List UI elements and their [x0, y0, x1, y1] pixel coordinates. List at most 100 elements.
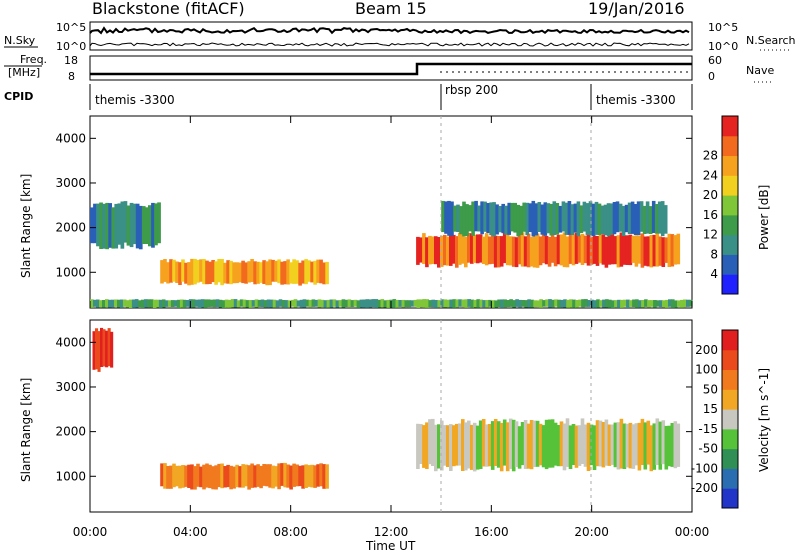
data-cell	[117, 299, 121, 308]
data-cell	[262, 260, 266, 284]
data-cell	[304, 464, 308, 488]
data-cell	[524, 300, 528, 308]
data-cell	[443, 234, 447, 266]
data-cell	[480, 201, 484, 235]
data-cell	[311, 299, 316, 307]
data-cell	[289, 262, 293, 284]
data-cell	[461, 419, 465, 471]
data-cell	[610, 424, 615, 465]
data-cell	[517, 426, 522, 469]
data-cell	[386, 299, 391, 308]
data-cell	[517, 235, 522, 265]
data-cell	[257, 299, 262, 307]
data-cell	[274, 260, 278, 282]
data-cell	[622, 423, 627, 469]
data-cell	[163, 463, 167, 489]
data-cell	[325, 261, 329, 285]
data-cell	[592, 425, 597, 470]
data-cell	[495, 204, 499, 235]
data-cell	[299, 299, 304, 308]
nsearch-label: N.Search	[746, 34, 796, 47]
data-cell	[123, 201, 128, 243]
data-cell	[642, 205, 647, 234]
data-cell	[520, 422, 525, 466]
data-cell	[617, 299, 621, 308]
x-tick-label: 00:00	[675, 525, 710, 539]
data-cell	[565, 418, 570, 467]
data-cell	[235, 464, 239, 488]
data-cell	[169, 465, 173, 489]
data-cell	[689, 299, 693, 307]
data-cell	[233, 299, 238, 308]
data-cell	[223, 466, 227, 488]
data-cell	[640, 418, 645, 465]
data-cell	[452, 234, 456, 264]
data-cell	[235, 262, 239, 284]
colorbar-swatch	[722, 234, 738, 255]
data-cell	[244, 262, 248, 284]
data-cell	[108, 299, 112, 308]
data-cell	[281, 300, 286, 308]
colorbar-tick-label: 100	[695, 363, 718, 377]
data-cell	[292, 259, 296, 284]
data-cell	[527, 299, 531, 308]
data-cell	[485, 300, 489, 308]
data-cell	[626, 299, 630, 308]
data-cell	[425, 237, 429, 268]
data-cell	[604, 236, 609, 268]
data-cell	[434, 300, 438, 308]
data-cell	[611, 300, 615, 308]
data-cell	[535, 420, 540, 467]
data-cell	[496, 421, 501, 468]
data-cell	[575, 300, 579, 308]
data-cell	[634, 423, 639, 466]
y-tick-label: 3000	[55, 176, 86, 190]
data-cell	[275, 300, 280, 308]
data-cell	[450, 201, 454, 236]
data-cell	[514, 237, 519, 268]
data-cell	[493, 235, 498, 268]
data-cell	[557, 299, 561, 308]
data-cell	[437, 300, 441, 308]
data-cell	[464, 236, 468, 268]
data-cell	[500, 299, 504, 308]
data-cell	[111, 207, 116, 249]
data-cell	[105, 299, 109, 308]
colorbar-swatch	[722, 175, 738, 196]
data-cell	[131, 299, 136, 308]
data-cell	[203, 299, 208, 308]
data-cell	[599, 300, 603, 307]
data-cell	[268, 464, 272, 488]
data-cell	[93, 299, 97, 307]
data-cell	[316, 259, 320, 283]
colorbar-tick-label: 28	[703, 149, 718, 163]
data-cell	[92, 331, 96, 370]
data-cell	[197, 299, 202, 308]
data-cell	[138, 205, 143, 250]
data-cell	[164, 300, 169, 307]
data-cell	[160, 463, 164, 487]
data-cell	[618, 203, 623, 232]
data-cell	[619, 418, 624, 469]
data-cell	[105, 202, 109, 250]
data-cell	[194, 299, 199, 307]
data-cell	[141, 206, 146, 244]
y-tick-label: 2000	[55, 221, 86, 235]
data-cell	[458, 232, 462, 265]
data-cell	[214, 261, 218, 285]
data-cell	[187, 262, 191, 286]
data-cell	[425, 299, 429, 308]
data-cell	[526, 233, 531, 268]
data-cell	[96, 203, 100, 247]
data-cell	[368, 299, 373, 308]
data-cell	[487, 424, 492, 467]
data-cell	[544, 419, 549, 470]
data-cell	[314, 299, 319, 307]
data-cell	[651, 200, 656, 233]
data-cell	[562, 232, 567, 268]
data-cell	[262, 464, 266, 486]
data-cell	[601, 422, 606, 468]
freq-top-tick: 18	[64, 54, 78, 67]
data-cell	[484, 233, 489, 266]
data-cell	[614, 300, 618, 308]
